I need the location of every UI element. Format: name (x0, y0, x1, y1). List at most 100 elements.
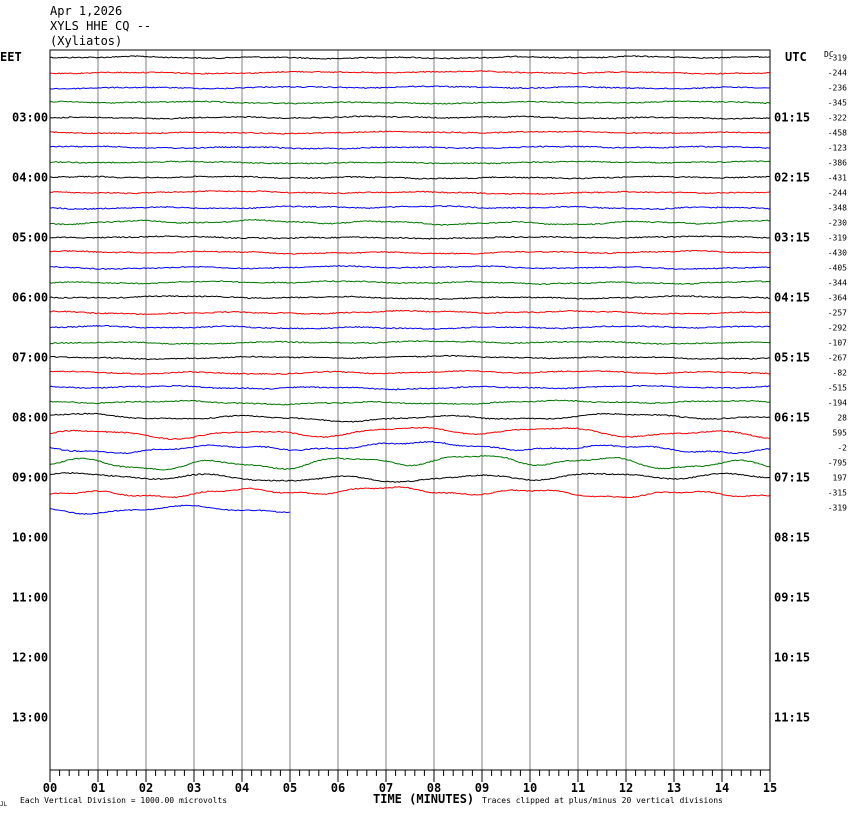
dc-offset-label: -430 (828, 249, 847, 258)
x-tick-label: 04 (235, 781, 249, 795)
seismic-trace (49, 399, 771, 406)
dc-offset-label: -319 (828, 234, 847, 243)
right-hour-label: 02:15 (774, 171, 810, 185)
seismic-trace (49, 384, 771, 391)
left-hour-label: 08:00 (12, 411, 48, 425)
seismic-trace (49, 160, 771, 165)
seismic-trace (49, 130, 771, 135)
dc-offset-label: -244 (828, 189, 847, 198)
seismic-trace (49, 412, 771, 423)
seismic-trace (49, 471, 771, 483)
dc-offset-label: -319 (828, 504, 847, 513)
scale-note: Each Vertical Division = 1000.00 microvo… (20, 796, 227, 805)
right-hour-label: 07:15 (774, 471, 810, 485)
seismic-trace (49, 294, 771, 300)
x-tick-label: 05 (283, 781, 297, 795)
seismic-trace (49, 218, 771, 226)
seismic-trace (49, 280, 771, 286)
seismic-trace (49, 70, 771, 75)
dc-offset-label: -267 (828, 354, 847, 363)
dc-offset-label: -458 (828, 129, 847, 138)
dc-offset-label: -386 (828, 159, 847, 168)
seismic-trace (49, 265, 771, 271)
dc-offset-label: -348 (828, 204, 847, 213)
x-tick-label: 01 (91, 781, 105, 795)
right-hour-label: 08:15 (774, 531, 810, 545)
left-zone-label: EET (0, 50, 22, 64)
seismic-trace (49, 100, 771, 105)
left-hour-label: 06:00 (12, 291, 48, 305)
dc-offset-label: -107 (828, 339, 847, 348)
left-hour-label: 09:00 (12, 471, 48, 485)
dc-offset-label: -795 (828, 459, 847, 468)
seismic-trace (49, 249, 771, 255)
left-hour-label: 05:00 (12, 231, 48, 245)
left-hour-label: 13:00 (12, 711, 48, 725)
seismic-trace (49, 205, 771, 211)
left-hour-label: 10:00 (12, 531, 48, 545)
grid (49, 50, 771, 782)
dc-offset-label: -315 (828, 489, 847, 498)
x-tick-label: 07 (379, 781, 393, 795)
dc-offset-label: -292 (828, 324, 847, 333)
right-hour-label: 09:15 (774, 591, 810, 605)
dc-offset-label: -257 (828, 309, 847, 318)
right-hour-label: 10:15 (774, 651, 810, 665)
station-label: XYLS HHE CQ -- (50, 19, 152, 33)
dc-header-label: DC (824, 50, 834, 59)
left-hour-label: 07:00 (12, 351, 48, 365)
x-tick-label: 06 (331, 781, 345, 795)
dc-offset-label: -345 (828, 99, 847, 108)
x-tick-label: 15 (763, 781, 777, 795)
seismic-trace (49, 486, 771, 499)
left-hour-label: 11:00 (12, 591, 48, 605)
x-tick-label: 00 (43, 781, 57, 795)
right-hour-label: 03:15 (774, 231, 810, 245)
dc-offset-label: -344 (828, 279, 847, 288)
right-hour-label: 11:15 (774, 711, 810, 725)
right-hour-label: 01:15 (774, 111, 810, 125)
date-label: Apr 1,2026 (50, 4, 123, 18)
dc-offset-label: -244 (828, 69, 847, 78)
seismic-trace (49, 175, 771, 180)
left-hour-label: 12:00 (12, 651, 48, 665)
dc-offset-label: -82 (833, 369, 848, 378)
seismic-trace (49, 115, 771, 120)
seismic-trace (49, 85, 771, 90)
x-tick-label: 08 (427, 781, 441, 795)
seismic-trace (49, 324, 771, 330)
dc-offset-label: -515 (828, 384, 847, 393)
x-tick-label: 10 (523, 781, 537, 795)
x-tick-label: 03 (187, 781, 201, 795)
x-tick-label: 14 (715, 781, 729, 795)
plot-frame (49, 49, 771, 771)
traces (49, 55, 771, 515)
seismic-trace (49, 309, 771, 316)
seismic-trace (49, 235, 771, 240)
dc-offset-label: -230 (828, 219, 847, 228)
dc-offset-label: -236 (828, 84, 847, 93)
x-tick-label: 13 (667, 781, 681, 795)
corner-mark: JL (0, 801, 8, 808)
x-tick-label: 02 (139, 781, 153, 795)
dc-offset-label: 595 (833, 429, 848, 438)
seismic-trace (49, 145, 771, 150)
left-hour-label: 04:00 (12, 171, 48, 185)
right-zone-label: UTC (785, 50, 807, 64)
seismic-trace (49, 55, 771, 60)
dc-offset-label: -123 (828, 144, 847, 153)
right-hour-label: 05:15 (774, 351, 810, 365)
seismic-trace (49, 504, 291, 515)
clip-note: Traces clipped at plus/minus 20 vertical… (482, 796, 723, 805)
x-tick-label: 12 (619, 781, 633, 795)
x-tick-label: 11 (571, 781, 585, 795)
seismic-trace (49, 340, 771, 345)
seismic-trace (49, 190, 771, 195)
seismic-trace (49, 426, 771, 441)
dc-offset-label: -431 (828, 174, 847, 183)
right-hour-label: 06:15 (774, 411, 810, 425)
x-axis-title: TIME (MINUTES) (373, 792, 474, 806)
dc-offset-label: -2 (837, 444, 847, 453)
dc-offset-label: 197 (833, 474, 848, 483)
